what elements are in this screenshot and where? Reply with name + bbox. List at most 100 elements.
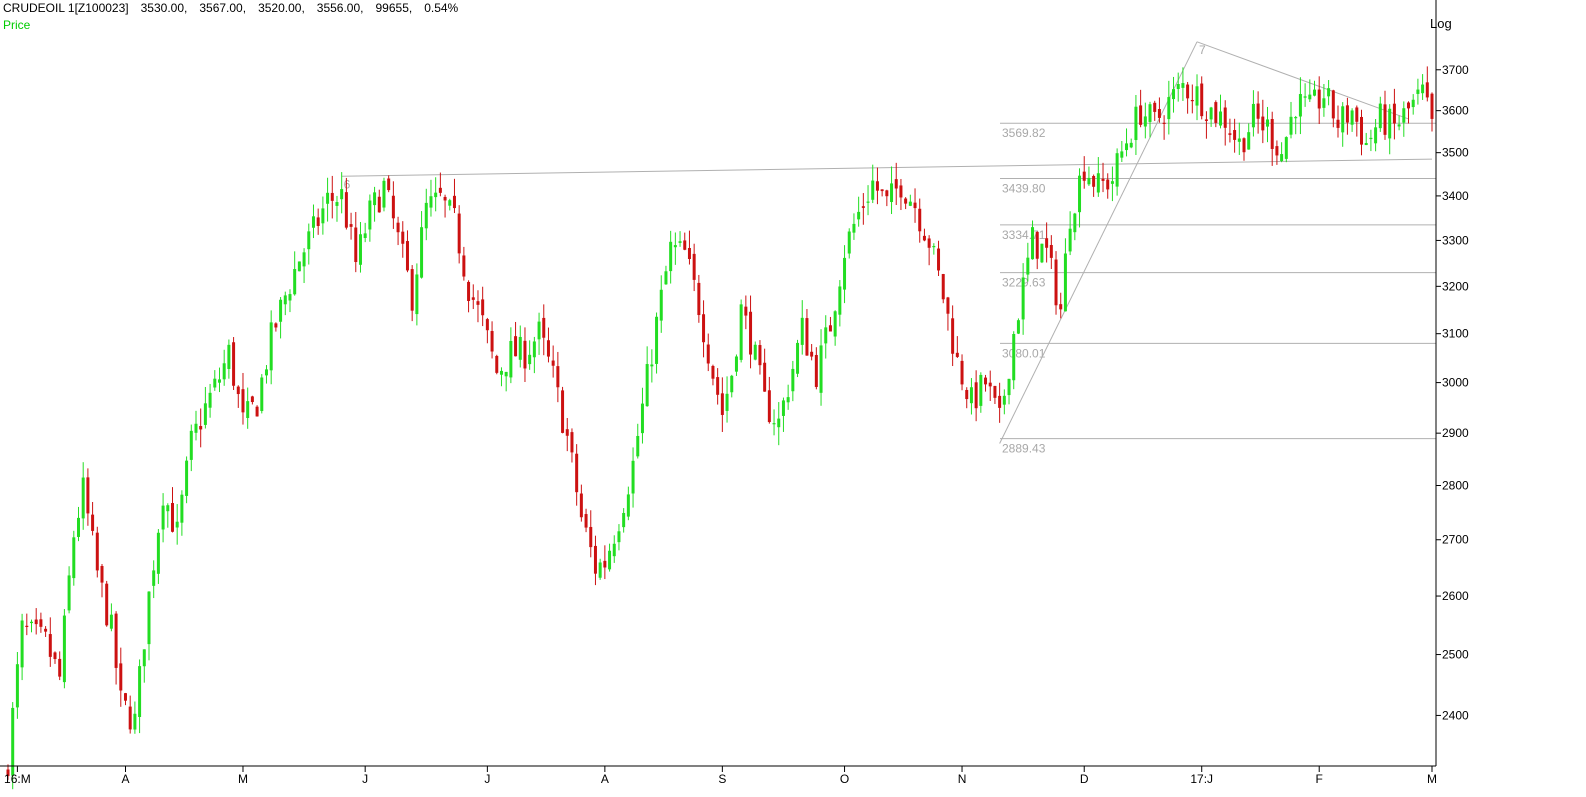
candle-down bbox=[1214, 102, 1218, 123]
candle-down bbox=[998, 395, 1002, 408]
y-tick-label: 3100 bbox=[1442, 327, 1469, 341]
candle-up bbox=[1341, 106, 1345, 133]
low-value: 3520.00, bbox=[258, 1, 305, 15]
candle-up bbox=[1219, 111, 1223, 126]
candle-down bbox=[951, 318, 955, 354]
x-tick-label: J bbox=[484, 772, 490, 786]
candle-down bbox=[711, 365, 715, 379]
candle-down bbox=[687, 247, 691, 260]
candle-down bbox=[758, 345, 762, 366]
candle-down bbox=[114, 613, 118, 668]
candle-down bbox=[34, 619, 38, 625]
candle-down bbox=[1082, 171, 1086, 181]
candle-up bbox=[1078, 175, 1082, 213]
candle-down bbox=[880, 189, 884, 192]
candle-up bbox=[678, 241, 682, 243]
candle-up bbox=[1289, 116, 1293, 135]
x-tick-label: O bbox=[840, 772, 849, 786]
candle-up bbox=[1388, 108, 1392, 139]
candle-down bbox=[170, 503, 174, 532]
candle-down bbox=[1045, 238, 1049, 248]
candle-up bbox=[1209, 107, 1213, 120]
candle-up bbox=[189, 430, 193, 460]
candle-down bbox=[1101, 178, 1105, 181]
candle-down bbox=[1261, 116, 1265, 131]
high-value: 3567.00, bbox=[199, 1, 247, 15]
candle-down bbox=[39, 619, 43, 627]
candle-up bbox=[420, 227, 424, 278]
candle-down bbox=[584, 514, 588, 528]
fib-level-label: 3080.01 bbox=[1002, 346, 1046, 360]
candle-up bbox=[1266, 119, 1270, 127]
candle-down bbox=[965, 389, 969, 400]
candle-up bbox=[969, 387, 973, 404]
candle-down bbox=[1256, 103, 1260, 119]
candle-up bbox=[800, 317, 804, 345]
candle-down bbox=[1190, 100, 1194, 102]
candle-up bbox=[133, 713, 137, 730]
trendline bbox=[341, 158, 1433, 177]
x-tick-label: A bbox=[121, 772, 129, 786]
candle-up bbox=[1167, 97, 1171, 120]
candle-up bbox=[11, 707, 15, 776]
candle-up bbox=[1176, 84, 1180, 90]
candle-up bbox=[1374, 127, 1378, 144]
candle-up bbox=[626, 494, 630, 517]
candle-up bbox=[1068, 228, 1072, 252]
candle-up bbox=[518, 336, 522, 360]
candle-up bbox=[1378, 103, 1382, 129]
candle-up bbox=[142, 649, 146, 667]
candle-up bbox=[293, 269, 297, 295]
candle-up bbox=[246, 401, 250, 419]
candle-up bbox=[227, 344, 231, 369]
candle-down bbox=[53, 652, 57, 660]
candle-down bbox=[546, 340, 550, 357]
candle-up bbox=[358, 234, 362, 265]
candle-up bbox=[1181, 83, 1185, 88]
candle-down bbox=[579, 493, 583, 518]
candle-down bbox=[91, 514, 95, 531]
candle-up bbox=[203, 403, 207, 425]
candle-up bbox=[283, 295, 287, 305]
y-tick-label: 2800 bbox=[1442, 479, 1469, 493]
candle-down bbox=[542, 317, 546, 338]
candle-up bbox=[208, 392, 212, 408]
log-scale-toggle[interactable]: Log bbox=[1430, 16, 1452, 31]
candle-up bbox=[777, 418, 781, 428]
candle-up bbox=[631, 460, 635, 494]
candle-down bbox=[354, 227, 358, 263]
candle-up bbox=[725, 393, 729, 411]
trendline bbox=[999, 41, 1198, 444]
volume-value: 99655, bbox=[375, 1, 413, 15]
candle-down bbox=[1153, 102, 1157, 112]
candle-down bbox=[1275, 146, 1279, 156]
candle-down bbox=[1186, 84, 1190, 99]
y-tick-label: 2400 bbox=[1442, 708, 1469, 722]
candle-up bbox=[161, 505, 165, 530]
candle-down bbox=[443, 196, 447, 201]
candle-down bbox=[1430, 93, 1434, 119]
candle-down bbox=[1223, 107, 1227, 128]
candle-up bbox=[20, 620, 24, 668]
candle-down bbox=[316, 217, 320, 226]
candle-up bbox=[180, 494, 184, 523]
candle-up bbox=[1012, 334, 1016, 381]
candle-up bbox=[1247, 132, 1251, 150]
candle-down bbox=[937, 248, 941, 271]
candle-down bbox=[25, 625, 29, 627]
candle-down bbox=[236, 386, 240, 395]
candle-up bbox=[753, 344, 757, 360]
trendlines: 67 bbox=[341, 41, 1433, 444]
candle-up bbox=[1280, 154, 1284, 162]
candle-up bbox=[1143, 116, 1147, 127]
candle-up bbox=[608, 550, 612, 570]
axes: 2400 2500 2600 2700 2800 2900 3000 3100 3200 3300… bbox=[0, 0, 1469, 786]
candle-up bbox=[1040, 243, 1044, 263]
candle-up bbox=[434, 192, 438, 198]
candle-up bbox=[1073, 213, 1077, 233]
candle-up bbox=[857, 211, 861, 220]
y-tick-label: 3300 bbox=[1442, 233, 1469, 247]
candle-down bbox=[396, 222, 400, 233]
candle-up bbox=[504, 371, 508, 377]
